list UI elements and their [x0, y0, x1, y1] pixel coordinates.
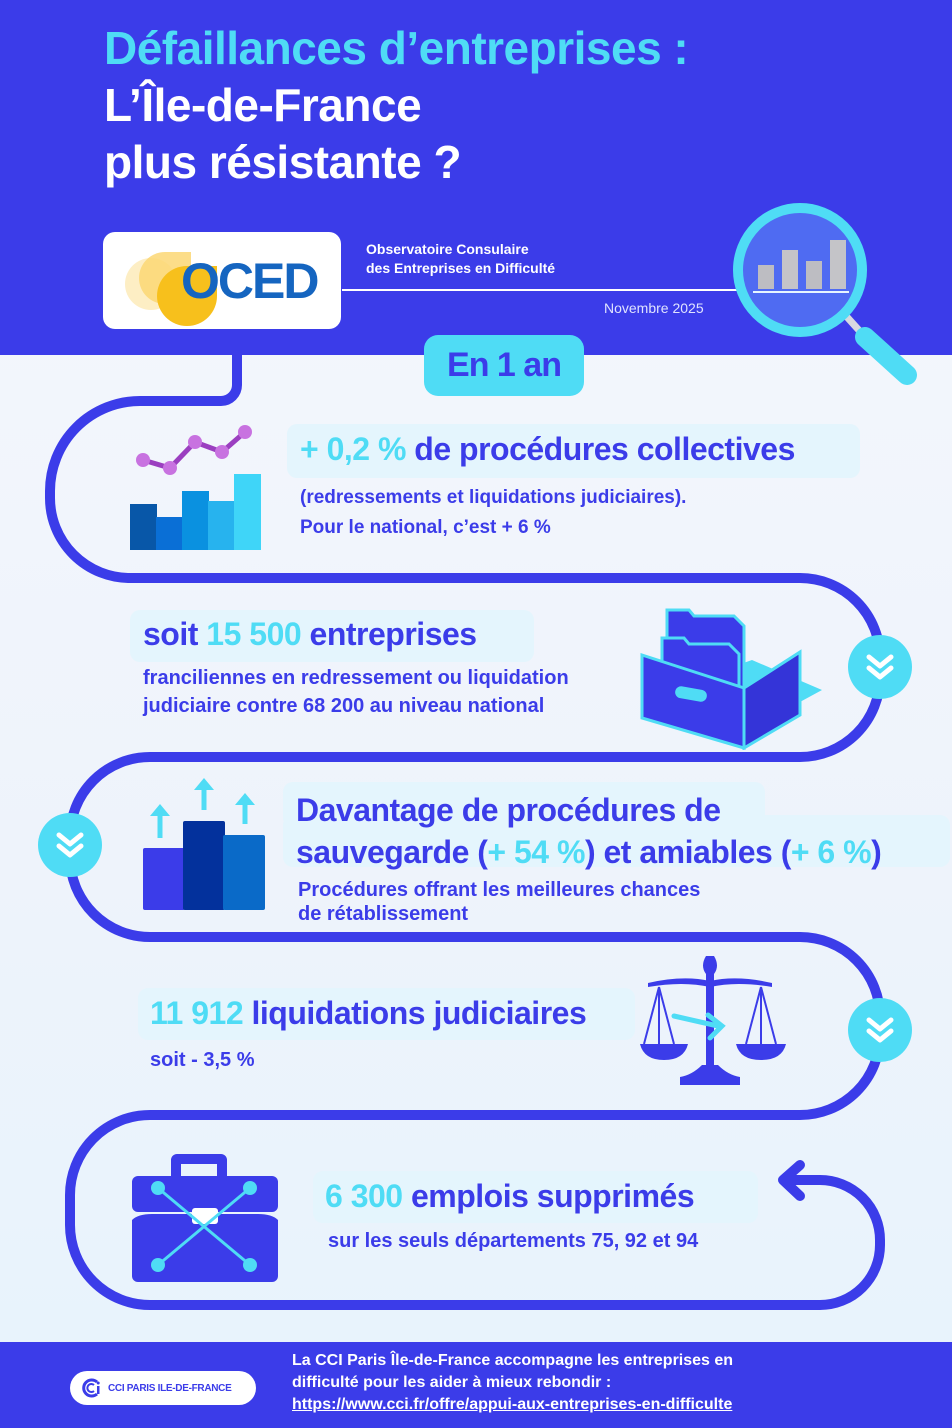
headline-text: sauvegarde ( [296, 834, 488, 870]
footer-line-2: difficulté pour les aider à mieux rebond… [292, 1374, 612, 1391]
title-line-1: Défaillances d’entreprises : [104, 22, 689, 74]
double-chevron-down-icon [866, 1017, 894, 1043]
cci-label: CCI PARIS ILE-DE-FRANCE [108, 1382, 232, 1394]
section-5-headline: 6 300 emplois supprimés [325, 1178, 695, 1215]
observatory-name: Observatoire Consulaire des Entreprises … [366, 240, 555, 278]
detail-line-2: Pour le national, c’est + 6 % [300, 517, 551, 538]
file-box-icon [640, 608, 822, 750]
footer-line-1: La CCI Paris Île-de-France accompagne le… [292, 1352, 734, 1369]
section-3-detail: Procédures offrant les meilleures chance… [298, 878, 700, 926]
title-line-3: plus résistante ? [104, 136, 462, 188]
stat-value: 6 300 [325, 1178, 403, 1214]
detail-line-1: franciliennes en redressement ou liquida… [143, 667, 569, 689]
highlight-chip [130, 610, 534, 662]
headline-text: de procédures collectives [405, 431, 795, 467]
footer-text: La CCI Paris Île-de-France accompagne le… [292, 1350, 733, 1416]
headline-text: liquidations judiciaires [243, 995, 587, 1031]
section-3-headline: Davantage de procédures de sauvegarde (+… [296, 789, 882, 873]
headline-text: emplois supprimés [402, 1178, 695, 1214]
detail-line-1: soit - 3,5 % [150, 1049, 255, 1071]
oced-logo: OCED [103, 232, 341, 329]
observatory-line-1: Observatoire Consulaire [366, 241, 529, 257]
bar-line-chart-icon [130, 425, 261, 550]
detail-line-1: (redressements et liquidations judiciair… [300, 487, 687, 508]
detail-line-1: Procédures offrant les meilleures chance… [298, 879, 701, 901]
bars-arrows-up-icon [143, 778, 265, 910]
highlight-chip [313, 1171, 758, 1223]
section-4-headline: 11 912 liquidations judiciaires [150, 995, 587, 1032]
headline-text: ) [871, 834, 882, 870]
briefcase-cross-icon [132, 1154, 278, 1282]
headline-line-1: Davantage de procédures de [296, 792, 721, 828]
highlight-chip [287, 424, 860, 478]
section-1-detail: (redressements et liquidations judiciair… [300, 483, 686, 543]
stat-value: 11 912 [150, 995, 244, 1031]
double-chevron-down-icon [866, 654, 894, 680]
observatory-line-2: des Entreprises en Difficulté [366, 260, 556, 276]
header-banner: Défaillances d’entreprises : L’Île-de-Fr… [0, 0, 952, 385]
stat-value: + 0,2 % [300, 431, 406, 467]
headline-line-2: sauvegarde (+ 54 %) et amiables (+ 6 %) [296, 831, 882, 873]
publication-date: Novembre 2025 [604, 300, 704, 316]
section-2-headline: soit 15 500 entreprises [143, 616, 477, 653]
title-line-2: L’Île-de-France [104, 79, 422, 131]
cci-logo-icon [82, 1378, 100, 1398]
return-arrow-icon [778, 1160, 805, 1201]
detail-line-2: judiciaire contre 68 200 au niveau natio… [143, 695, 545, 717]
highlight-chip [283, 815, 950, 867]
highlight-chip [138, 988, 635, 1040]
cci-support-link[interactable]: https://www.cci.fr/offre/appui-aux-entre… [292, 1396, 733, 1413]
next-chevron-button [38, 813, 102, 877]
next-chevron-button [848, 998, 912, 1062]
cci-logo: CCI PARIS ILE-DE-FRANCE [70, 1371, 256, 1405]
divider [342, 289, 737, 291]
detail-line-1: sur les seuls départements 75, 92 et 94 [328, 1230, 699, 1252]
section-4-detail: soit - 3,5 % [150, 1047, 254, 1074]
detail-line-2: de rétablissement [298, 903, 469, 925]
logo-text: OCED [181, 253, 319, 309]
oced-logo-shapes-icon [125, 252, 217, 326]
magnifier-chart-icon [733, 203, 917, 385]
headline-prefix: soit [143, 616, 207, 652]
period-badge: En 1 an [424, 335, 584, 396]
footer: CCI PARIS ILE-DE-FRANCE La CCI Paris Île… [0, 1342, 952, 1428]
section-2-detail: franciliennes en redressement ou liquida… [143, 664, 569, 720]
next-chevron-button [848, 635, 912, 699]
stat-value: + 54 % [487, 834, 585, 870]
page-title: Défaillances d’entreprises : L’Île-de-Fr… [104, 20, 689, 191]
section-1-headline: + 0,2 % de procédures collectives [300, 431, 795, 468]
double-chevron-down-icon [56, 832, 84, 858]
scales-icon [640, 956, 786, 1085]
section-5-detail: sur les seuls départements 75, 92 et 94 [328, 1228, 698, 1255]
stat-value: 15 500 [206, 616, 302, 652]
headline-text: entreprises [301, 616, 478, 652]
stat-value: + 6 % [790, 834, 872, 870]
headline-text: ) et amiables ( [584, 834, 791, 870]
